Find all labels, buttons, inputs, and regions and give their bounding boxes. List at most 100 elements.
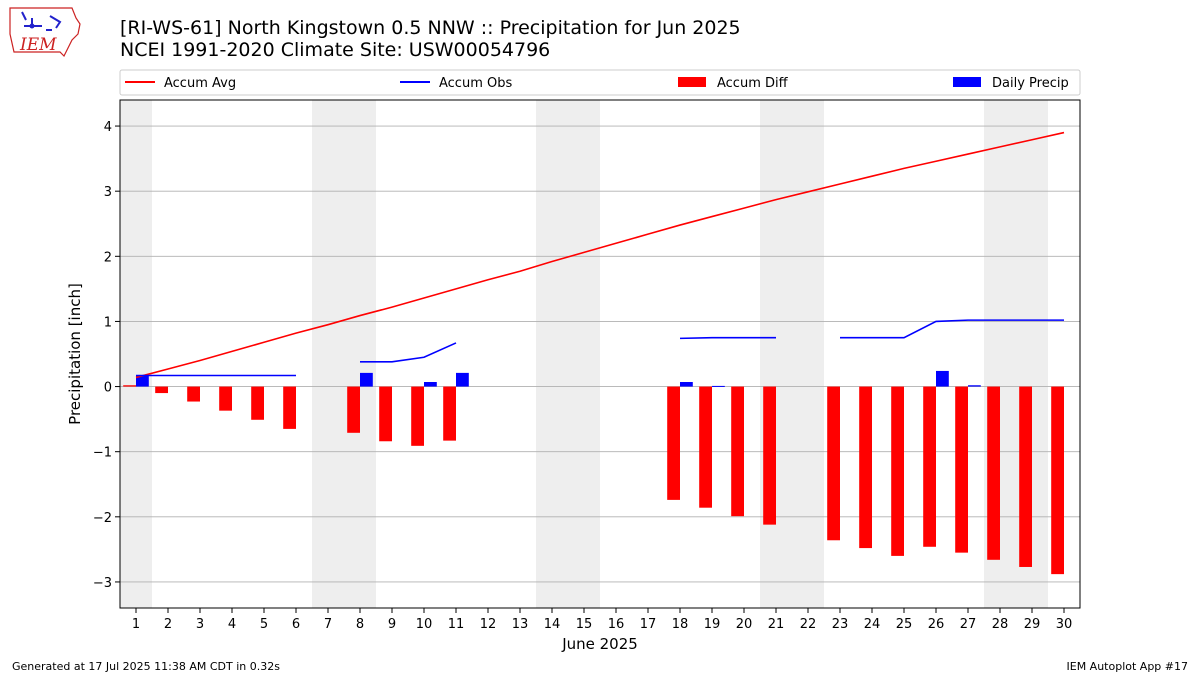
accum-diff-bar	[347, 386, 360, 433]
accum-diff-bar	[923, 386, 936, 547]
legend: Accum Avg Accum Obs Accum Diff Daily Precip	[119, 69, 1081, 96]
y-tick-label: 3	[104, 185, 112, 200]
y-tick-label: −1	[93, 446, 112, 461]
daily-precip-bar	[424, 382, 437, 387]
x-tick-label: 23	[832, 617, 849, 632]
accum-diff-bar	[187, 386, 200, 402]
x-tick-label: 15	[576, 617, 593, 632]
accum-diff-bar	[1019, 386, 1032, 567]
daily-precip-bar	[456, 372, 469, 387]
accum-diff-bar	[251, 386, 264, 420]
x-tick-label: 18	[672, 617, 689, 632]
legend-label: Daily Precip	[992, 76, 1069, 91]
accum-diff-bar	[699, 386, 712, 508]
footer-app: IEM Autoplot App #17	[1066, 660, 1189, 673]
accum-diff-bar	[763, 386, 776, 525]
x-tick-label: 4	[228, 617, 236, 632]
daily-precip-bar	[136, 375, 149, 387]
iowa-state-outline	[9, 7, 81, 58]
grid-lines	[120, 125, 1080, 583]
accum-diff-bar	[827, 386, 840, 541]
chart-title: [RI-WS-61] North Kingstown 0.5 NNW :: Pr…	[120, 17, 741, 39]
x-tick-label: 26	[928, 617, 945, 632]
legend-swatch-bar	[678, 77, 706, 87]
x-tick-label: 8	[356, 617, 364, 632]
x-tick-label: 7	[324, 617, 332, 632]
y-tick-label: 0	[104, 381, 112, 396]
accum-diff-bar	[859, 386, 872, 549]
legend-label: Accum Diff	[717, 76, 789, 91]
accum-diff-bar	[955, 386, 968, 553]
accum-diff-bar	[667, 386, 680, 500]
weekend-band	[312, 100, 344, 608]
accum-diff-bar	[155, 386, 168, 394]
x-tick-label: 16	[608, 617, 625, 632]
y-axis-label: Precipitation [inch]	[66, 283, 84, 425]
daily-precip-bar	[680, 382, 693, 387]
x-axis-label: June 2025	[561, 635, 638, 653]
x-tick-label: 12	[480, 617, 497, 632]
x-tick-label: 13	[512, 617, 529, 632]
footer-generated: Generated at 17 Jul 2025 11:38 AM CDT in…	[12, 660, 280, 673]
logo-text: IEM	[19, 35, 57, 55]
weekend-band	[792, 100, 824, 608]
x-tick-label: 1	[132, 617, 140, 632]
accum-obs-line	[679, 336, 776, 340]
x-tick-label: 2	[164, 617, 172, 632]
x-tick-label: 10	[416, 617, 433, 632]
x-tick-label: 28	[992, 617, 1009, 632]
accum-diff-bar	[1051, 386, 1064, 575]
x-tick-label: 9	[388, 617, 396, 632]
x-tick-label: 5	[260, 617, 268, 632]
weekend-band	[536, 100, 568, 608]
daily-precip-bar	[360, 372, 373, 387]
daily-precip-bar	[968, 385, 981, 387]
accum-diff-bar	[891, 386, 904, 556]
x-tick-label: 3	[196, 617, 204, 632]
accum-diff-bar	[283, 386, 296, 429]
y-tick-label: 2	[104, 250, 112, 265]
x-tick-label: 30	[1056, 617, 1073, 632]
legend-swatch-bar	[953, 77, 981, 87]
accum-diff-bar	[123, 385, 136, 387]
x-tick-label: 14	[544, 617, 561, 632]
chart-subtitle: NCEI 1991-2020 Climate Site: USW00054796	[120, 39, 551, 61]
accum-diff-bar	[443, 386, 456, 441]
x-tick-label: 22	[800, 617, 817, 632]
x-tick-label: 6	[292, 617, 300, 632]
x-tick-label: 17	[640, 617, 657, 632]
accum-diff-bar	[987, 386, 1000, 560]
accum-obs-line	[840, 319, 1064, 339]
legend-label: Accum Avg	[164, 76, 236, 91]
accum-diff-bar	[379, 386, 392, 442]
daily-precip-bar	[712, 385, 725, 387]
x-tick-label: 20	[736, 617, 753, 632]
x-tick-label: 24	[864, 617, 881, 632]
x-tick-label: 25	[896, 617, 913, 632]
weekend-shading	[120, 100, 1048, 608]
y-tick-label: −3	[93, 576, 112, 591]
x-tick-label: 19	[704, 617, 721, 632]
y-tick-label: 4	[104, 120, 112, 135]
x-tick-label: 27	[960, 617, 977, 632]
accum-diff-bar	[731, 386, 744, 517]
accum-diff-bar	[411, 386, 424, 446]
accum-obs-line	[360, 342, 457, 363]
y-tick-label: −2	[93, 511, 112, 526]
legend-label: Accum Obs	[439, 76, 512, 91]
iem-logo: IEM	[9, 7, 81, 58]
x-tick-label: 21	[768, 617, 785, 632]
accum-diff-bar	[219, 386, 232, 411]
legend-box	[119, 69, 1081, 96]
weekend-band	[120, 100, 152, 608]
plot-frame	[119, 99, 1081, 609]
y-tick-label: 1	[104, 315, 112, 330]
bars	[123, 370, 1064, 575]
weekend-band	[568, 100, 600, 608]
daily-precip-bar	[936, 370, 949, 387]
x-tick-label: 11	[448, 617, 465, 632]
x-tick-label: 29	[1024, 617, 1041, 632]
weekend-band	[760, 100, 792, 608]
